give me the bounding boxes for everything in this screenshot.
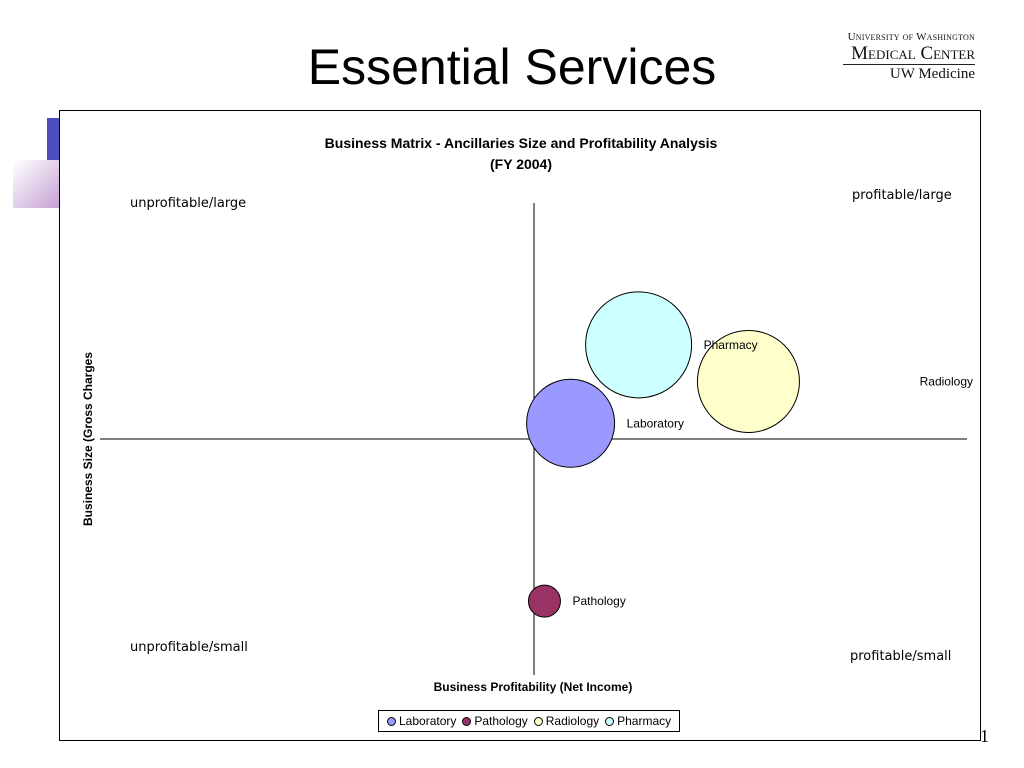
y-axis-label: Business Size (Gross Charges [81,352,95,526]
legend-item-radiology: Radiology [533,714,600,728]
legend-swatch-radiology [533,716,543,726]
quadrant-label-bottom-right: profitable/small [850,649,951,664]
legend-item-pathology: Pathology [462,714,528,728]
legend-label-pharmacy: Pharmacy [617,714,672,728]
legend-label-pathology: Pathology [474,714,528,728]
legend-swatch-pathology [462,716,472,726]
chart-title-line-2: (FY 2004) [490,156,552,172]
logo-line-3: UW Medicine [889,66,975,83]
bubble-label-pathology: Pathology [572,594,625,608]
bubble-label-pharmacy: Pharmacy [704,338,758,352]
legend-swatch-pharmacy [605,716,615,726]
quadrant-label-top-right: profitable/large [852,188,952,203]
chart-legend: Laboratory Pathology Radiology Pharmacy [378,710,681,732]
bubble-pathology [527,584,561,618]
logo-line-2: Medical Center [843,43,975,66]
legend-item-laboratory: Laboratory [387,714,456,728]
bubble-chart: Business Matrix - Ancillaries Size and P… [81,135,973,694]
decorative-square [13,160,61,208]
uw-medical-center-logo: University of Washington Medical Center … [843,31,975,83]
bubble-label-radiology: Radiology [920,374,973,388]
bubble-series-group: Laboratory Pathology Radiology Pharmacy [526,291,973,618]
quadrant-label-top-left: unprofitable/large [130,196,246,211]
quadrant-label-bottom-left: unprofitable/small [130,640,248,655]
bubble-pharmacy [585,291,693,399]
page-number: 1 [980,726,989,746]
chart-title-line-1: Business Matrix - Ancillaries Size and P… [325,135,718,151]
logo-line-1: University of Washington [847,31,975,43]
legend-swatch-laboratory [387,716,396,726]
bubble-laboratory [526,378,616,468]
slide-title: Essential Services [307,39,717,95]
bubble-label-laboratory: Laboratory [627,416,684,430]
bubble-radiology [696,329,800,433]
legend-item-pharmacy: Pharmacy [605,714,671,728]
legend-label-radiology: Radiology [545,714,600,728]
chart-frame: Business Matrix - Ancillaries Size and P… [59,110,981,741]
x-axis-label: Business Profitability (Net Income) [434,680,633,694]
legend-label-laboratory: Laboratory [399,714,457,728]
